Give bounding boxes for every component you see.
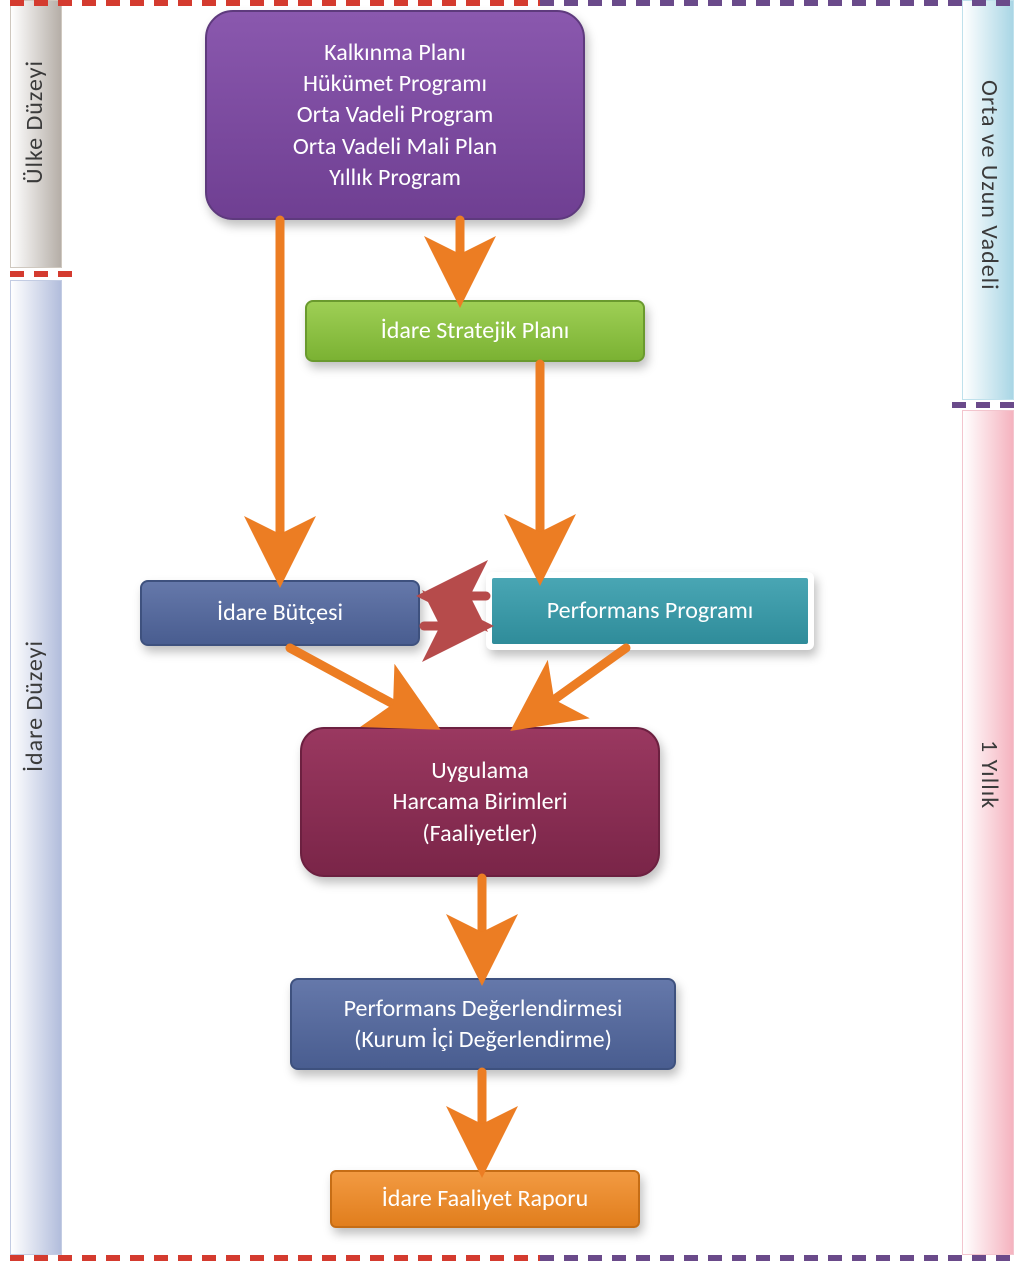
band-right-bottom <box>962 410 1014 1255</box>
label-1-yillik: 1 Yıllık <box>975 740 1004 809</box>
label-idare-duzeyi: İdare Düzeyi <box>20 640 49 772</box>
node-performans-programi: Performans Programı <box>490 576 810 646</box>
label-orta-uzun-vadeli: Orta ve Uzun Vadeli <box>975 80 1004 291</box>
node-performans-programi-text: Performans Programı <box>547 595 754 626</box>
node-idare-butcesi-text: İdare Bütçesi <box>217 597 343 628</box>
node-stratejik-plan: İdare Stratejik Planı <box>305 300 645 362</box>
node-degerlendirme: Performans Değerlendirmesi (Kurum İçi De… <box>290 978 676 1070</box>
node-faaliyet-raporu-text: İdare Faaliyet Raporu <box>382 1183 589 1214</box>
node-uygulama: Uygulama Harcama Birimleri (Faaliyetler) <box>300 727 660 877</box>
node-faaliyet-raporu: İdare Faaliyet Raporu <box>330 1170 640 1228</box>
node-stratejik-plan-text: İdare Stratejik Planı <box>381 315 570 346</box>
node-kalkinma-plani-text: Kalkınma Planı Hükümet Programı Orta Vad… <box>293 37 497 193</box>
diagram-stage: Ülke Düzeyi İdare Düzeyi Orta ve Uzun Va… <box>0 0 1024 1266</box>
node-uygulama-text: Uygulama Harcama Birimleri (Faaliyetler) <box>393 755 568 849</box>
node-idare-butcesi: İdare Bütçesi <box>140 580 420 646</box>
label-ulke-duzeyi: Ülke Düzeyi <box>20 60 49 184</box>
node-kalkinma-plani: Kalkınma Planı Hükümet Programı Orta Vad… <box>205 10 585 220</box>
node-degerlendirme-text: Performans Değerlendirmesi (Kurum İçi De… <box>344 993 623 1055</box>
